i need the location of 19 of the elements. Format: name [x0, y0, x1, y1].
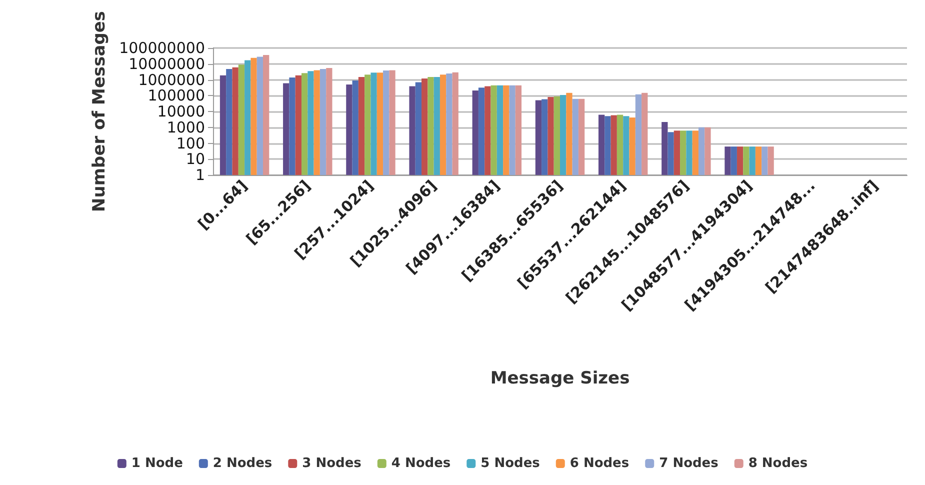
legend-label: 3 Nodes	[302, 456, 362, 471]
legend-label: 8 Nodes	[748, 456, 808, 471]
legend-label: 1 Node	[131, 456, 184, 471]
x-axis-title: Message Sizes	[490, 368, 630, 388]
y-tick-label: 10000	[157, 102, 205, 121]
y-tick-label: 1	[195, 166, 205, 184]
y-tick-label: 100	[176, 134, 205, 152]
legend-label: 4 Nodes	[391, 456, 451, 471]
legend-label: 5 Nodes	[480, 456, 540, 471]
y-tick-label: 10000000	[128, 54, 205, 73]
y-axis-title: Number of Messages	[90, 11, 110, 212]
legend-label: 7 Nodes	[659, 456, 719, 471]
y-tick-label: 10	[186, 150, 205, 168]
y-tick-label: 100000	[148, 86, 205, 105]
y-tick-label: 1000000	[138, 70, 205, 89]
legend-label: 6 Nodes	[570, 456, 630, 471]
y-tick-label: 1000	[166, 118, 205, 136]
legend-label: 2 Nodes	[212, 456, 272, 471]
y-tick-label: 100000000	[119, 39, 205, 58]
